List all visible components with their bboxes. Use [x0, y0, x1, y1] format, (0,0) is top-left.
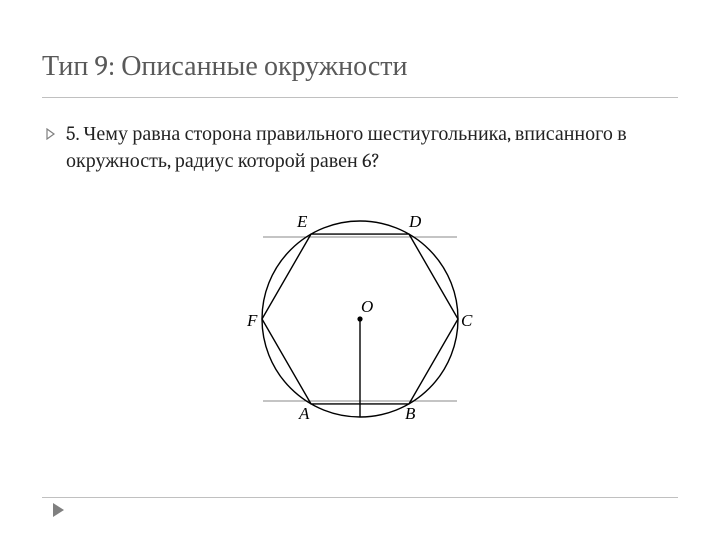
footer-divider	[42, 497, 678, 498]
bullet-icon	[46, 126, 56, 144]
vertex-label-b: B	[405, 404, 415, 424]
vertex-label-a: A	[299, 404, 309, 424]
footer-bullet-icon	[52, 502, 66, 522]
vertex-label-d: D	[409, 212, 421, 232]
vertex-label-c: C	[461, 311, 472, 331]
vertex-label-e: E	[297, 212, 307, 232]
problem-text: 5. Чему равна сторона правильного шестиу…	[66, 120, 678, 174]
problem-item: 5. Чему равна сторона правильного шестиу…	[42, 120, 678, 174]
center-label-o: O	[361, 297, 373, 317]
figure-container: A B C D E F O	[42, 204, 678, 434]
hexagon-figure: A B C D E F O	[235, 204, 485, 434]
center-dot	[357, 316, 362, 321]
vertex-label-f: F	[247, 311, 257, 331]
slide-title: Тип 9: Описанные окружности	[42, 50, 678, 87]
figure-svg	[235, 204, 485, 434]
title-divider	[42, 97, 678, 98]
